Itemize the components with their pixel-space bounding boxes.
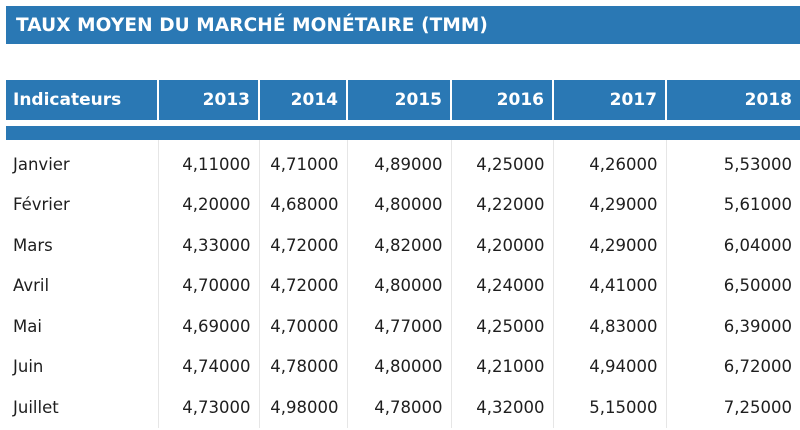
column-header-2013: 2013	[158, 80, 260, 120]
table-cell: 4,29000	[553, 184, 667, 225]
table-cell: 4,94000	[553, 346, 667, 387]
table-cell: 4,22000	[451, 184, 554, 225]
table-cell: 4,74000	[158, 346, 260, 387]
row-label: Mai	[6, 306, 159, 347]
table-cell: 4,41000	[553, 265, 667, 306]
column-header-2017: 2017	[553, 80, 667, 120]
table-row: Février 4,20000 4,68000 4,80000 4,22000 …	[6, 184, 800, 225]
table-cell: 4,98000	[259, 387, 348, 428]
table-cell: 4,89000	[347, 140, 452, 185]
table-cell: 4,70000	[158, 265, 260, 306]
table-cell: 4,72000	[259, 225, 348, 266]
table-cell: 4,24000	[451, 265, 554, 306]
table-cell: 4,20000	[158, 184, 260, 225]
table-cell: 4,80000	[347, 184, 452, 225]
table-cell: 4,73000	[158, 387, 260, 428]
table-cell: 4,80000	[347, 346, 452, 387]
table-row: Mai 4,69000 4,70000 4,77000 4,25000 4,83…	[6, 306, 800, 347]
table-cell: 6,50000	[723, 276, 792, 296]
table-cell: 4,11000	[158, 140, 260, 185]
table-cell: 4,25000	[451, 140, 554, 185]
table-cell: 4,83000	[553, 306, 667, 347]
table-header-row: Indicateurs 2013 2014 2015 2016 2017 201…	[6, 80, 800, 120]
table-cell: 4,25000	[451, 306, 554, 347]
table-cell: 7,25000	[723, 397, 792, 417]
table-row: Avril 4,70000 4,72000 4,80000 4,24000 4,…	[6, 265, 800, 306]
table-cell: 4,71000	[259, 140, 348, 185]
table-cell: 4,80000	[347, 265, 452, 306]
column-header-2015: 2015	[347, 80, 452, 120]
row-label: Janvier	[6, 140, 159, 185]
tmm-table: Indicateurs 2013 2014 2015 2016 2017 201…	[6, 80, 800, 428]
column-header-2014: 2014	[259, 80, 348, 120]
table-cell: 4,72000	[259, 265, 348, 306]
table-row: Janvier 4,11000 4,71000 4,89000 4,25000 …	[6, 140, 800, 185]
header-spacer	[6, 120, 800, 126]
header-band	[6, 126, 800, 140]
table-row: Juillet 4,73000 4,98000 4,78000 4,32000 …	[6, 387, 800, 428]
row-label: Juin	[6, 346, 159, 387]
table-cell: 4,69000	[158, 306, 260, 347]
table-cell: 6,72000	[723, 357, 792, 377]
row-label: Juillet	[6, 387, 159, 428]
row-label: Mars	[6, 225, 159, 266]
table-cell: 4,68000	[259, 184, 348, 225]
table-cell: 5,15000	[553, 387, 667, 428]
table-cell: 5,53000	[723, 154, 792, 174]
table-cell: 4,20000	[451, 225, 554, 266]
table-cell: 6,39000	[723, 316, 792, 336]
page-title: TAUX MOYEN DU MARCHÉ MONÉTAIRE (TMM)	[16, 14, 488, 36]
row-label: Avril	[6, 265, 159, 306]
row-label: Février	[6, 184, 159, 225]
table-cell: 4,77000	[347, 306, 452, 347]
table-cell: 4,33000	[158, 225, 260, 266]
table-cell: 4,78000	[347, 387, 452, 428]
title-bar: TAUX MOYEN DU MARCHÉ MONÉTAIRE (TMM)	[6, 6, 800, 44]
table-cell: 6,04000	[723, 235, 792, 255]
table-cell: 5,61000	[723, 195, 792, 215]
table-cell: 4,70000	[259, 306, 348, 347]
table-cell: 4,26000	[553, 140, 667, 185]
table-cell: 4,29000	[553, 225, 667, 266]
table-row: Mars 4,33000 4,72000 4,82000 4,20000 4,2…	[6, 225, 800, 266]
table-cell: 4,21000	[451, 346, 554, 387]
table-row: Juin 4,74000 4,78000 4,80000 4,21000 4,9…	[6, 346, 800, 387]
table-cell: 4,32000	[451, 387, 554, 428]
column-header-2016: 2016	[451, 80, 554, 120]
column-header-2018: 2018	[666, 80, 800, 120]
table-cell: 4,78000	[259, 346, 348, 387]
table-cell: 4,82000	[347, 225, 452, 266]
column-header-indicateurs: Indicateurs	[6, 80, 159, 120]
